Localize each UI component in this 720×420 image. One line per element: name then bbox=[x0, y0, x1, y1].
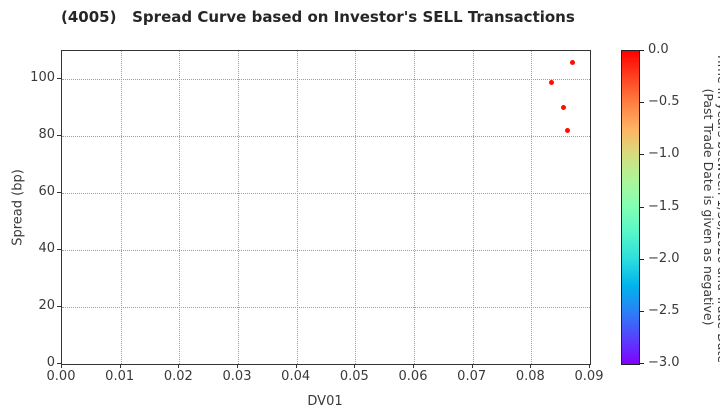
y-tick-mark bbox=[57, 78, 61, 80]
x-axis-label: DV01 bbox=[307, 394, 343, 409]
x-tick-mark bbox=[119, 364, 121, 368]
y-tick-mark bbox=[57, 135, 61, 137]
x-tick-label: 0.05 bbox=[339, 369, 369, 384]
gridline-x-0.06 bbox=[414, 51, 415, 364]
colorbar-label: Time in years between 1/30/2026 and Trad… bbox=[701, 53, 720, 363]
x-tick-mark bbox=[530, 364, 532, 368]
colorbar-tick-mark bbox=[640, 363, 644, 364]
x-tick-mark bbox=[295, 364, 297, 368]
x-tick-label: 0.07 bbox=[457, 369, 487, 384]
colorbar-tick-label: −0.5 bbox=[648, 94, 680, 110]
x-tick-label: 0.09 bbox=[574, 369, 604, 384]
gridline-x-0.01 bbox=[120, 51, 122, 364]
x-tick-label: 0.08 bbox=[515, 369, 545, 384]
y-tick-mark bbox=[57, 192, 61, 194]
gridline-y-60 bbox=[62, 193, 590, 195]
y-tick-label: 40 bbox=[38, 241, 55, 257]
x-tick-mark bbox=[178, 364, 180, 368]
x-tick-label: 0.02 bbox=[163, 369, 193, 384]
data-point-4 bbox=[565, 128, 571, 134]
x-tick-label: 0.00 bbox=[46, 369, 76, 384]
x-tick-mark bbox=[237, 364, 238, 368]
colorbar-tick-mark bbox=[640, 310, 644, 312]
gridline-y-80 bbox=[62, 136, 590, 138]
gridline-x-0.03 bbox=[238, 51, 239, 364]
colorbar-label-line2: (Past Trade Date is given as negative) bbox=[701, 88, 716, 326]
colorbar-tick-mark bbox=[640, 206, 644, 208]
gridline-x-0.05 bbox=[355, 51, 357, 364]
x-tick-label: 0.03 bbox=[222, 369, 252, 384]
gridline-x-0.04 bbox=[296, 51, 298, 364]
colorbar-tick-label: −1.0 bbox=[648, 146, 680, 162]
colorbar-tick-mark bbox=[640, 154, 644, 156]
gridline-y-20 bbox=[62, 307, 590, 309]
colorbar-tick-label: −2.0 bbox=[648, 250, 680, 266]
x-tick-label: 0.04 bbox=[281, 369, 311, 384]
y-tick-label: 60 bbox=[38, 184, 55, 200]
colorbar-tick-label: −1.5 bbox=[648, 198, 680, 214]
y-tick-label: 80 bbox=[38, 127, 55, 143]
y-axis-label: Spread (bp) bbox=[10, 169, 26, 246]
colorbar-tick-label: 0.0 bbox=[648, 42, 669, 57]
colorbar-tick-mark bbox=[640, 102, 644, 104]
x-tick-mark bbox=[589, 364, 590, 368]
chart-title: (4005) Spread Curve based on Investor's … bbox=[61, 8, 575, 26]
colorbar-tick-mark bbox=[640, 258, 644, 260]
colorbar-tick-mark bbox=[640, 50, 644, 51]
gridline-x-0.08 bbox=[531, 51, 533, 364]
colorbar-tick-label: −3.0 bbox=[648, 355, 680, 370]
x-tick-mark bbox=[413, 364, 414, 368]
gridline-x-0.02 bbox=[179, 51, 181, 364]
gridline-y-40 bbox=[62, 250, 590, 252]
y-tick-mark bbox=[57, 306, 61, 308]
data-point-3 bbox=[561, 105, 567, 111]
data-point-1 bbox=[570, 59, 576, 65]
gridline-x-0.07 bbox=[472, 51, 474, 364]
y-tick-label: 0 bbox=[46, 355, 55, 370]
y-tick-mark bbox=[57, 363, 61, 364]
y-tick-label: 20 bbox=[38, 298, 55, 314]
data-point-2 bbox=[548, 79, 554, 85]
plot-area bbox=[61, 50, 591, 365]
gridline-y-100 bbox=[62, 79, 590, 81]
colorbar-gradient bbox=[621, 50, 640, 365]
y-tick-label: 100 bbox=[30, 70, 55, 86]
y-tick-mark bbox=[57, 249, 61, 251]
x-tick-label: 0.01 bbox=[105, 369, 135, 384]
x-tick-label: 0.06 bbox=[398, 369, 428, 384]
x-tick-mark bbox=[354, 364, 356, 368]
x-tick-mark bbox=[471, 364, 473, 368]
colorbar-tick-label: −2.5 bbox=[648, 302, 680, 318]
x-tick-mark bbox=[61, 364, 62, 368]
